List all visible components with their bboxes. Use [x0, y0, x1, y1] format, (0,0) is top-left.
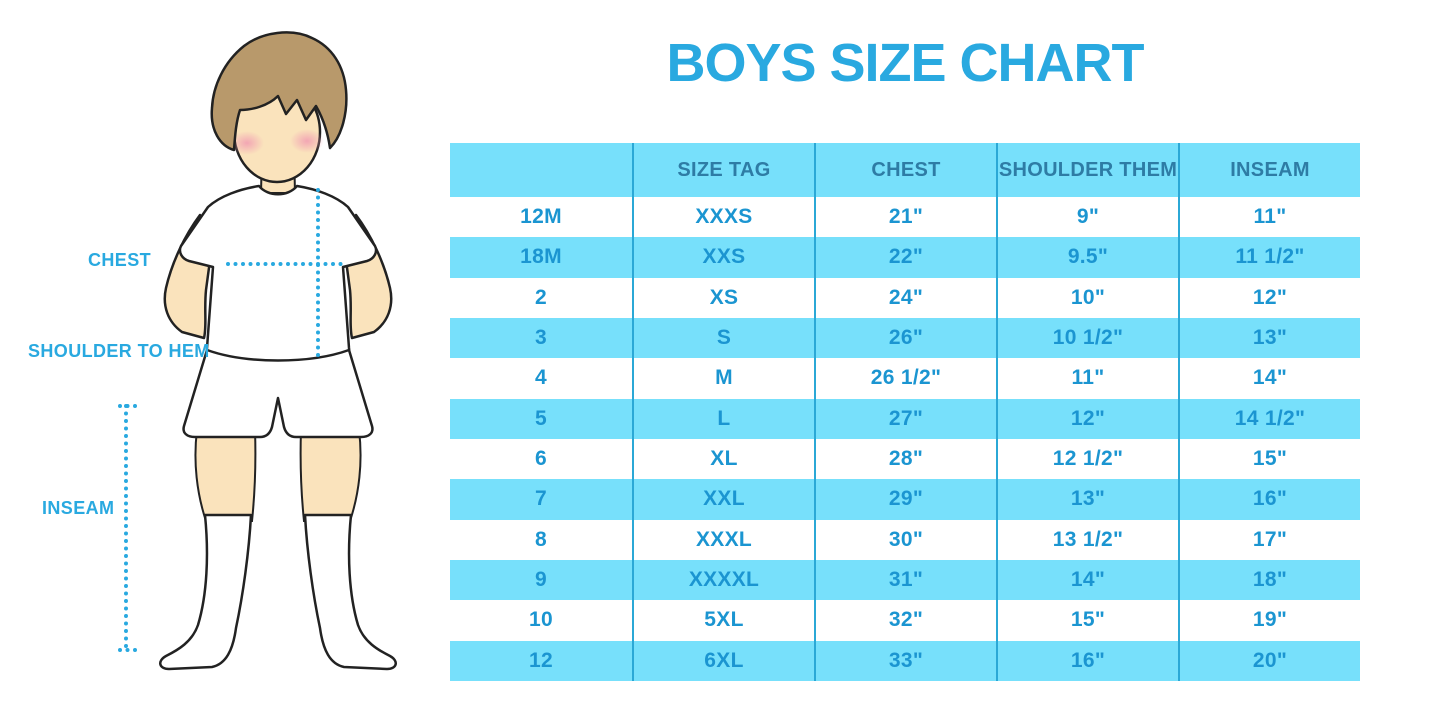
cell-inseam: 16" [1178, 479, 1360, 520]
cell-chest: 31" [814, 559, 996, 601]
cell-size: 12M [520, 205, 562, 229]
cell-shoulder-hem: 11" [996, 358, 1178, 399]
header-chest: CHEST [814, 143, 996, 197]
cell-size-tag: S [632, 317, 814, 359]
cell-inseam: 11 1/2" [1178, 237, 1360, 278]
cell-inseam: 19" [1178, 600, 1360, 641]
cell-size: 7 [535, 487, 547, 511]
table-row: 6 XL 28" 12 1/2" 15" [450, 438, 1360, 480]
page-title: BOYS SIZE CHART [666, 33, 1144, 93]
table-row: 4 M 26 1/2" 11" 14" [450, 358, 1360, 399]
cell-size-tag: XXXXL [632, 559, 814, 601]
cell-chest: 30" [814, 519, 996, 560]
cell-size: 9 [535, 568, 547, 592]
cell-chest: 33" [814, 640, 996, 681]
cell-inseam: 13" [1178, 317, 1360, 359]
cell-shoulder-hem: 9.5" [996, 237, 1178, 278]
cell-shoulder-hem: 12" [996, 398, 1178, 439]
cell-size: 6 [535, 447, 547, 471]
cell-inseam: 12" [1178, 277, 1360, 318]
hair [210, 31, 348, 152]
table-body: 12M XXXS 21" 9" 11" 18M XXS 22" 9.5" 11 … [450, 197, 1360, 681]
cell-size-tag: XS [632, 277, 814, 318]
cell-inseam: 14" [1178, 358, 1360, 399]
cell-shoulder-hem: 9" [996, 197, 1178, 238]
cell-size-tag: XXXL [632, 519, 814, 560]
cell-shoulder-hem: 10 1/2" [996, 317, 1178, 359]
table-row: 12M XXXS 21" 9" 11" [450, 197, 1360, 238]
cell-size: 2 [535, 285, 547, 309]
cell-shoulder-hem: 13" [996, 479, 1178, 520]
cell-chest: 26 1/2" [814, 358, 996, 399]
cell-inseam: 15" [1178, 438, 1360, 480]
cell-size-tag: 6XL [632, 640, 814, 681]
cell-size: 4 [535, 366, 547, 390]
cell-chest: 28" [814, 438, 996, 480]
sock-left [159, 513, 253, 671]
cell-inseam: 20" [1178, 640, 1360, 681]
header-size [450, 143, 632, 197]
cell-size-tag: 5XL [632, 600, 814, 641]
cell-shoulder-hem: 16" [996, 640, 1178, 681]
table-row: 18M XXS 22" 9.5" 11 1/2" [450, 237, 1360, 278]
table-row: 8 XXXL 30" 13 1/2" 17" [450, 519, 1360, 560]
cell-inseam: 14 1/2" [1178, 398, 1360, 439]
cell-size: 10 [529, 608, 553, 632]
cell-size-tag: XL [632, 438, 814, 480]
cell-chest: 24" [814, 277, 996, 318]
cell-chest: 32" [814, 600, 996, 641]
size-chart-table: SIZE TAG CHEST SHOULDER THEM INSEAM 12M … [450, 143, 1360, 681]
measurement-guides [118, 188, 347, 652]
sock-right [303, 513, 397, 671]
table-row: 7 XXL 29" 13" 16" [450, 479, 1360, 520]
cell-size: 8 [535, 527, 547, 551]
cell-shoulder-hem: 12 1/2" [996, 438, 1178, 480]
table-row: 12 6XL 33" 16" 20" [450, 640, 1360, 681]
cell-size-tag: XXS [632, 237, 814, 278]
cell-shoulder-hem: 13 1/2" [996, 519, 1178, 560]
header-size-tag: SIZE TAG [632, 143, 814, 197]
table-header-row: SIZE TAG CHEST SHOULDER THEM INSEAM [450, 143, 1360, 197]
chest-label: CHEST [88, 250, 152, 270]
cell-shoulder-hem: 10" [996, 277, 1178, 318]
cell-size-tag: M [632, 358, 814, 399]
cell-chest: 29" [814, 479, 996, 520]
cell-inseam: 17" [1178, 519, 1360, 560]
inseam-label: INSEAM [42, 498, 115, 518]
cell-size-tag: XXL [632, 479, 814, 520]
cell-size-tag: XXXS [632, 197, 814, 238]
cell-shoulder-hem: 15" [996, 600, 1178, 641]
cell-size: 12 [529, 648, 553, 672]
cell-chest: 26" [814, 317, 996, 359]
table-row: 5 L 27" 12" 14 1/2" [450, 398, 1360, 439]
cell-inseam: 11" [1178, 197, 1360, 238]
table-row: 10 5XL 32" 15" 19" [450, 600, 1360, 641]
table-row: 2 XS 24" 10" 12" [450, 277, 1360, 318]
cell-size-tag: L [632, 398, 814, 439]
header-shoulder-hem: SHOULDER THEM [996, 143, 1178, 197]
cell-size: 3 [535, 326, 547, 350]
cell-inseam: 18" [1178, 559, 1360, 601]
cell-size: 5 [535, 406, 547, 430]
cell-chest: 21" [814, 197, 996, 238]
shorts [182, 348, 374, 439]
blush-right [290, 129, 324, 153]
cell-shoulder-hem: 14" [996, 559, 1178, 601]
leg-left [194, 429, 257, 522]
cell-chest: 22" [814, 237, 996, 278]
shoulder-to-hem-label: SHOULDER TO HEM [28, 341, 210, 361]
leg-right [299, 429, 362, 522]
boy-illustration [118, 31, 397, 671]
cell-size: 18M [520, 245, 562, 269]
cell-chest: 27" [814, 398, 996, 439]
table-row: 9 XXXXL 31" 14" 18" [450, 559, 1360, 601]
blush-left [230, 131, 264, 155]
header-inseam: INSEAM [1178, 143, 1360, 197]
table-row: 3 S 26" 10 1/2" 13" [450, 317, 1360, 359]
